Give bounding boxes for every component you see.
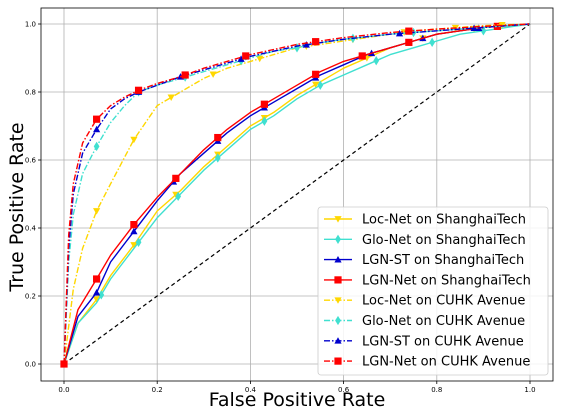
data-point-marker — [405, 27, 413, 35]
data-point-marker — [175, 191, 182, 202]
data-point-marker — [214, 133, 222, 142]
data-point-marker — [98, 290, 105, 300]
data-point-marker — [405, 38, 413, 46]
x-axis-label: False Positive Rate — [209, 389, 386, 411]
legend-entry: Loc-Net on CUHK Avenue — [324, 294, 525, 309]
legend-marker — [334, 337, 342, 344]
data-point-marker — [237, 55, 245, 62]
y-tick-label: 0.0 — [25, 361, 36, 369]
y-tick-label: 1.0 — [25, 21, 36, 29]
data-point-marker — [130, 221, 138, 229]
legend-marker — [334, 256, 342, 263]
legend-label: Glo-Net on ShanghaiTech — [362, 233, 526, 248]
legend-entry: Glo-Net on CUHK Avenue — [324, 314, 525, 329]
data-point-marker — [214, 153, 221, 163]
legend-marker — [334, 216, 342, 223]
data-point-marker — [302, 41, 310, 48]
data-point-marker — [60, 360, 68, 368]
legend-entry: LGN-Net on ShanghaiTech — [324, 273, 531, 288]
data-point-marker — [312, 38, 320, 46]
data-point-marker — [172, 174, 180, 182]
legend: Loc-Net on ShanghaiTech Glo-Net on Shangh… — [317, 206, 549, 376]
data-point-marker — [312, 70, 320, 78]
legend-marker — [335, 315, 341, 326]
data-point-marker — [480, 26, 487, 36]
data-point-marker — [93, 289, 101, 296]
data-point-marker — [470, 24, 478, 31]
data-point-marker — [256, 55, 264, 63]
data-point-marker — [373, 56, 380, 66]
x-tick-label: 0.6 — [338, 386, 350, 394]
y-tick-label: 0.2 — [25, 293, 36, 301]
data-point-marker — [429, 37, 436, 48]
data-point-marker — [209, 71, 217, 78]
y-tick-label: 0.4 — [25, 225, 37, 233]
data-point-marker — [317, 80, 324, 90]
legend-marker — [334, 357, 342, 365]
series-line — [63, 23, 531, 365]
legend-label: LGN-Net on ShanghaiTech — [362, 273, 531, 288]
legend-label: Loc-Net on CUHK Avenue — [362, 294, 525, 309]
legend-marker — [334, 297, 342, 304]
y-tick-label: 0.6 — [25, 157, 37, 165]
series-2 — [63, 23, 531, 365]
data-point-marker — [135, 237, 142, 247]
x-tick-label: 0.0 — [58, 386, 69, 394]
legend-label: LGN-ST on CUHK Avenue — [362, 334, 524, 349]
plot-frame — [40, 7, 554, 382]
y-axis-label: True Positive Rate — [6, 122, 28, 292]
legend-entry: LGN-Net on CUHK Avenue — [324, 355, 530, 370]
data-point-marker — [93, 275, 101, 283]
legend-label: Loc-Net on ShanghaiTech — [362, 213, 526, 228]
legend-label: LGN-ST on ShanghaiTech — [362, 253, 524, 268]
data-point-marker — [312, 81, 320, 89]
y-tick-label: 0.8 — [25, 89, 36, 97]
data-point-marker — [130, 242, 138, 249]
data-point-marker — [93, 296, 101, 303]
x-tick-label: 1.0 — [524, 386, 535, 394]
series-line — [63, 23, 531, 365]
data-point-marker — [260, 100, 268, 108]
data-point-marker — [93, 125, 101, 133]
x-tick-label: 0.2 — [152, 386, 163, 394]
legend-entry: LGN-ST on CUHK Avenue — [324, 334, 524, 349]
data-point-marker — [261, 116, 268, 126]
legend-entry: LGN-ST on ShanghaiTech — [324, 253, 524, 268]
series-line — [63, 23, 531, 365]
axis-ticks: 0.0 0.0 0.2 0.2 0.4 0.4 0.6 0.6 0.8 0.8 1.0 1.0 — [25, 21, 536, 395]
data-point-marker — [130, 227, 138, 235]
chance-diagonal-line — [63, 23, 531, 365]
legend-marker — [334, 276, 342, 284]
legend-entry: Glo-Net on ShanghaiTech — [324, 233, 526, 248]
data-point-marker — [358, 52, 366, 60]
series-8 — [60, 23, 531, 368]
x-tick-label: 0.4 — [245, 386, 257, 394]
legend-entry: Loc-Net on ShanghaiTech — [324, 213, 526, 228]
legend-label: LGN-Net on CUHK Avenue — [362, 355, 530, 370]
data-point-marker — [134, 86, 143, 94]
data-point-marker — [93, 115, 101, 123]
legend-box — [317, 206, 549, 376]
data-point-marker — [93, 141, 100, 152]
series-line — [63, 23, 531, 365]
data-point-marker — [395, 29, 404, 37]
legend-marker — [335, 234, 341, 244]
legend-label: Glo-Net on CUHK Avenue — [362, 314, 525, 329]
x-tick-label: 0.8 — [431, 386, 442, 394]
series-4 — [63, 22, 531, 365]
data-point-marker — [93, 208, 101, 215]
data-point-marker — [167, 94, 175, 102]
data-point-marker — [242, 52, 250, 60]
data-point-marker — [181, 71, 189, 79]
data-point-marker — [130, 136, 138, 144]
plot-area — [60, 22, 531, 368]
